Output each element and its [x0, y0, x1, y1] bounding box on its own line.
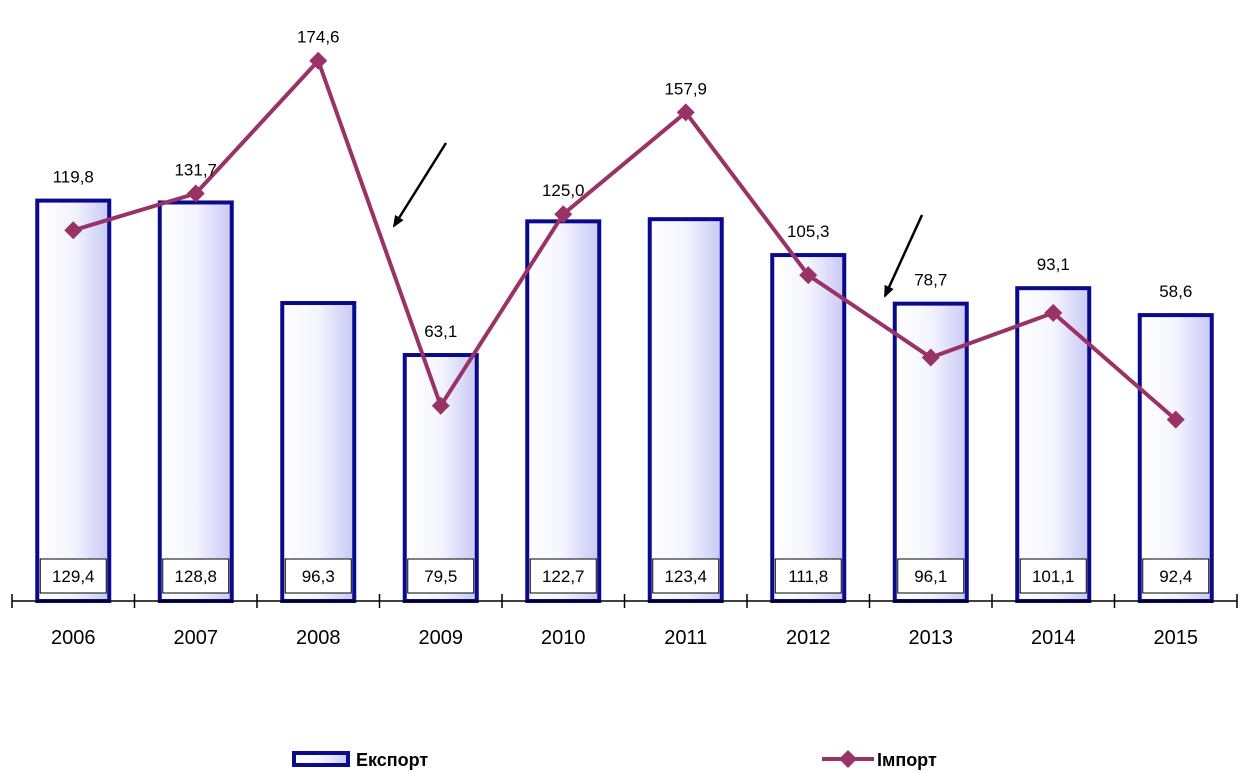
export-value-box-2011	[652, 558, 720, 594]
export-value-box-2013	[897, 558, 965, 594]
import-point-2006	[64, 221, 83, 240]
annotations	[392, 142, 924, 298]
import-value-label-2009: 63,1	[424, 322, 457, 341]
export-bar-2015	[1137, 313, 1214, 603]
legend-export-label: Експорт	[356, 750, 428, 770]
import-point-2010	[554, 205, 573, 224]
import-point-2009	[431, 396, 450, 415]
export-value-label-2012: 111,8	[788, 567, 828, 586]
export-value-box-2012	[774, 558, 842, 594]
export-bar-2010	[525, 219, 602, 604]
import-value-label-2015: 58,6	[1159, 282, 1192, 301]
import-value-label-2006: 119,8	[53, 168, 94, 187]
x-tick-label-2011: 2011	[664, 627, 707, 649]
x-tick-label-2009: 2009	[419, 627, 464, 649]
export-value-box-2007	[162, 558, 230, 594]
import-value-label-2008: 174,6	[297, 28, 340, 47]
import-value-label-2007: 131,7	[174, 160, 217, 179]
export-value-label-2015: 92,4	[1159, 567, 1192, 586]
export-bar-2008	[280, 301, 357, 603]
export-value-label-2011: 123,4	[664, 567, 707, 586]
arrow-annotation-2	[883, 214, 924, 298]
import-point-2014	[1044, 303, 1063, 322]
export-value-box-2009	[407, 558, 475, 594]
export-bar-2014	[1015, 286, 1092, 603]
export-value-label-2007: 128,8	[174, 567, 217, 586]
export-value-box-2014	[1019, 558, 1087, 594]
x-tick-label-2013: 2013	[909, 627, 954, 649]
export-value-box-2008	[284, 558, 352, 594]
export-value-label-2009: 79,5	[424, 567, 457, 586]
import-value-label-2014: 93,1	[1037, 255, 1070, 274]
x-tick-label-2007: 2007	[174, 627, 219, 649]
x-tick-label-2010: 2010	[541, 627, 586, 649]
import-line: 119,8 131,7 174,6 63,1 125,0 157,9 105,3 78,7 93…	[53, 28, 1192, 429]
import-series-line	[72, 56, 1178, 422]
import-value-label-2013: 78,7	[914, 271, 947, 290]
import-point-2012	[799, 266, 818, 285]
export-value-label-2006: 129,4	[52, 567, 95, 586]
export-value-box-2015	[1142, 558, 1210, 594]
x-tick-label-2014: 2014	[1031, 627, 1076, 649]
import-point-2008	[309, 51, 328, 70]
export-bar-2006	[35, 198, 112, 604]
legend-import-label: Імпорт	[877, 750, 937, 770]
import-point-2013	[921, 348, 940, 367]
import-point-2011	[676, 103, 695, 122]
import-value-label-2012: 105,3	[787, 222, 830, 241]
export-bar-2011	[647, 217, 724, 603]
export-bar-2012	[770, 253, 847, 603]
legend-import-marker	[839, 750, 857, 768]
export-value-label-2010: 122,7	[542, 567, 585, 586]
x-tick-label-2012: 2012	[786, 627, 831, 649]
export-value-box-2010	[529, 558, 597, 594]
export-value-label-2014: 101,1	[1032, 567, 1075, 586]
export-bars: 129,4 128,8 96,3 79,5 122,7 123,4 111,8 96,1 101…	[35, 198, 1214, 604]
x-tick-label-2006: 2006	[51, 627, 96, 649]
arrow-annotation-1	[392, 142, 448, 228]
legend-export-swatch	[292, 751, 350, 767]
import-value-label-2011: 157,9	[664, 79, 707, 98]
export-bar-2007	[157, 200, 234, 603]
import-point-2007	[186, 184, 205, 203]
export-value-label-2013: 96,1	[914, 567, 947, 586]
x-axis: 2006 2007 2008 2009 2010 2011 2012 2013 2014 2015	[11, 594, 1238, 649]
legend: Експорт Імпорт	[292, 750, 937, 770]
import-point-2015	[1166, 410, 1185, 429]
x-tick-label-2008: 2008	[296, 627, 341, 649]
import-value-label-2010: 125,0	[542, 181, 585, 200]
x-tick-label-2015: 2015	[1154, 627, 1199, 649]
export-value-label-2008: 96,3	[302, 567, 335, 586]
export-value-box-2006	[39, 558, 107, 594]
